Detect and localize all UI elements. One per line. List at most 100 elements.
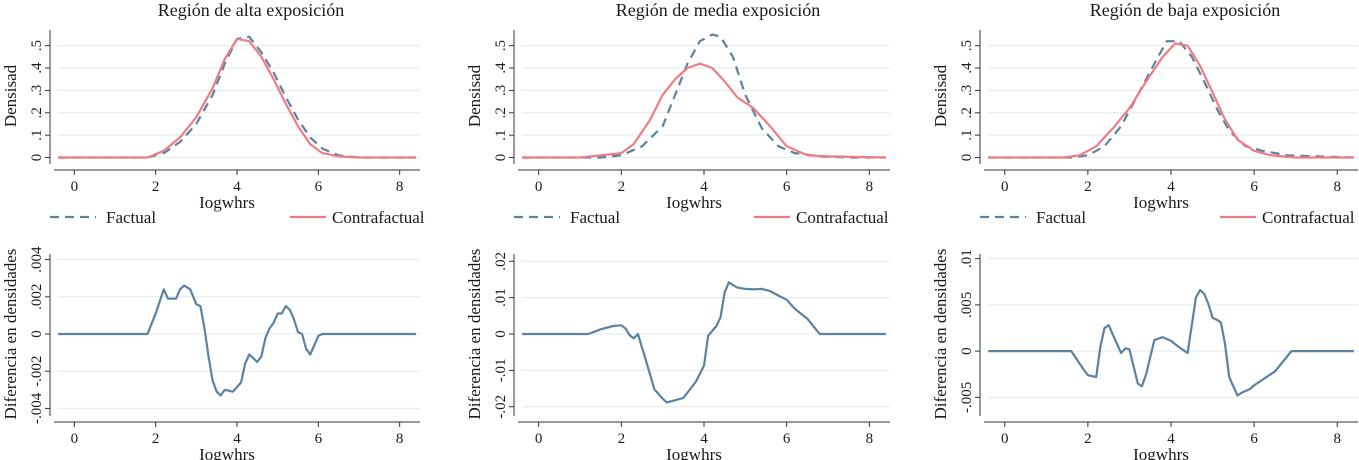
panel-3: Región de baja exposición 0 .1 .2 .3 .4 .5 0 2 4 6… — [931, 0, 1358, 227]
x-tick-label: 4 — [1167, 431, 1175, 447]
x-axis-title: Iogwhrs — [1133, 193, 1189, 212]
x-tick-label: 2 — [152, 179, 160, 195]
x-tick-label: 8 — [396, 179, 404, 195]
x-tick-label: 2 — [1084, 431, 1092, 447]
y-tick-label: .4 — [493, 62, 509, 74]
y-tick-label: 0 — [29, 330, 45, 338]
y-tick-label: .01 — [493, 288, 509, 307]
panel-title: Región de alta exposición — [158, 0, 344, 20]
x-tick-label: 4 — [700, 179, 708, 195]
legend-label-factual: Factual — [106, 208, 156, 227]
y-axis-title: Diferencia en densidades — [1, 249, 20, 420]
x-tick-label: 4 — [700, 431, 708, 447]
panel-title: Región de media exposición — [616, 0, 820, 20]
y-tick-label: .3 — [29, 85, 45, 96]
legend-label-factual: Factual — [1036, 208, 1086, 227]
y-axis-title: Densisad — [1, 64, 20, 127]
x-axis-title: Iogwhrs — [1133, 445, 1189, 460]
panel-1: Región de alta exposición 0 .1 .2 .3 .4 .5 0 2 4 6… — [1, 0, 425, 227]
x-tick-label: 4 — [1167, 179, 1175, 195]
x-tick-label: 2 — [152, 431, 160, 447]
y-tick-label: .3 — [959, 85, 975, 96]
series-line — [988, 289, 1354, 397]
y-tick-label: 0 — [959, 347, 975, 355]
legend-label-factual: Factual — [570, 208, 620, 227]
x-tick-label: 4 — [233, 431, 241, 447]
x-tick-label: 8 — [866, 431, 874, 447]
y-tick-label: 0 — [29, 154, 45, 162]
series-line-contrafactual — [988, 42, 1354, 159]
series-line — [522, 281, 886, 404]
x-tick-label: 6 — [315, 431, 323, 447]
legend: Factual Contrafactual — [980, 208, 1355, 227]
x-tick-label: 6 — [1250, 179, 1258, 195]
series-line-factual — [58, 35, 416, 159]
y-tick-label: .5 — [29, 40, 45, 51]
x-axis-title: Iogwhrs — [666, 445, 722, 460]
x-tick-label: 6 — [315, 179, 323, 195]
x-axis-title: Iogwhrs — [666, 193, 722, 212]
x-tick-label: 0 — [71, 179, 79, 195]
legend-label-contrafactual: Contrafactual — [796, 208, 889, 227]
series-line-factual — [522, 33, 886, 159]
y-tick-label: .5 — [493, 40, 509, 51]
x-tick-label: 8 — [866, 179, 874, 195]
legend: Factual Contrafactual — [514, 208, 889, 227]
y-tick-label: -.005 — [959, 382, 975, 413]
y-tick-label: .2 — [959, 107, 975, 118]
y-tick-label: .01 — [959, 249, 975, 268]
panel-title: Región de baja exposición — [1090, 0, 1280, 20]
y-tick-label: -.01 — [493, 358, 509, 382]
x-axis-title: Iogwhrs — [199, 193, 255, 212]
x-tick-label: 2 — [1084, 179, 1092, 195]
y-tick-label: -.02 — [493, 395, 509, 419]
y-tick-label: .3 — [493, 85, 509, 96]
panel-4: -.004 -.002 0 .002 .004 0 2 4 6 8 Iogwhrs Diferenci… — [1, 246, 420, 460]
x-tick-label: 8 — [1333, 179, 1341, 195]
x-tick-label: 6 — [783, 431, 791, 447]
y-tick-label: .1 — [959, 130, 975, 141]
panel-5: -.02 -.01 0 .01 .02 0 2 4 6 8 Iogwhrs Diferencia en… — [465, 249, 890, 460]
x-tick-label: 0 — [535, 431, 543, 447]
x-tick-label: 0 — [71, 431, 79, 447]
series-line-contrafactual — [58, 37, 416, 159]
y-tick-label: .2 — [493, 107, 509, 118]
series-line-factual — [988, 40, 1354, 159]
y-tick-label: 0 — [959, 154, 975, 162]
y-tick-label: .1 — [493, 130, 509, 141]
x-tick-label: 0 — [535, 179, 543, 195]
x-tick-label: 2 — [618, 179, 626, 195]
x-tick-label: 0 — [1001, 431, 1009, 447]
y-tick-label: 0 — [493, 330, 509, 338]
legend-label-contrafactual: Contrafactual — [1262, 208, 1355, 227]
y-axis-title: Densisad — [931, 64, 950, 127]
x-tick-label: 6 — [783, 179, 791, 195]
panel-6: -.005 0 .005 .01 0 2 4 6 8 Iogwhrs Diferencia en d… — [931, 249, 1358, 460]
series-line — [58, 284, 416, 397]
legend: Factual Contrafactual — [50, 208, 425, 227]
y-tick-label: .5 — [959, 40, 975, 51]
y-axis-title: Diferencia en densidades — [931, 249, 950, 420]
y-axis-title: Densisad — [465, 64, 484, 127]
y-tick-label: .02 — [493, 252, 509, 271]
y-tick-label: .002 — [29, 284, 45, 310]
y-tick-label: .1 — [29, 130, 45, 141]
y-tick-label: -.002 — [29, 356, 45, 387]
panel-2: Región de media exposición 0 .1 .2 .3 .4 .5 0 2 4… — [465, 0, 890, 227]
y-tick-label: .2 — [29, 107, 45, 118]
y-tick-label: -.004 — [29, 392, 45, 424]
y-tick-label: .004 — [29, 246, 45, 273]
series-line-contrafactual — [522, 62, 886, 159]
y-tick-label: .4 — [959, 62, 975, 74]
x-tick-label: 6 — [1250, 431, 1258, 447]
y-tick-label: .4 — [29, 62, 45, 74]
y-tick-label: .005 — [959, 292, 975, 318]
x-tick-label: 8 — [1333, 431, 1341, 447]
x-tick-label: 4 — [233, 179, 241, 195]
x-tick-label: 2 — [618, 431, 626, 447]
x-axis-title: Iogwhrs — [199, 445, 255, 460]
y-axis-title: Diferencia en densidades — [465, 249, 484, 420]
legend-label-contrafactual: Contrafactual — [332, 208, 425, 227]
x-tick-label: 0 — [1001, 179, 1009, 195]
